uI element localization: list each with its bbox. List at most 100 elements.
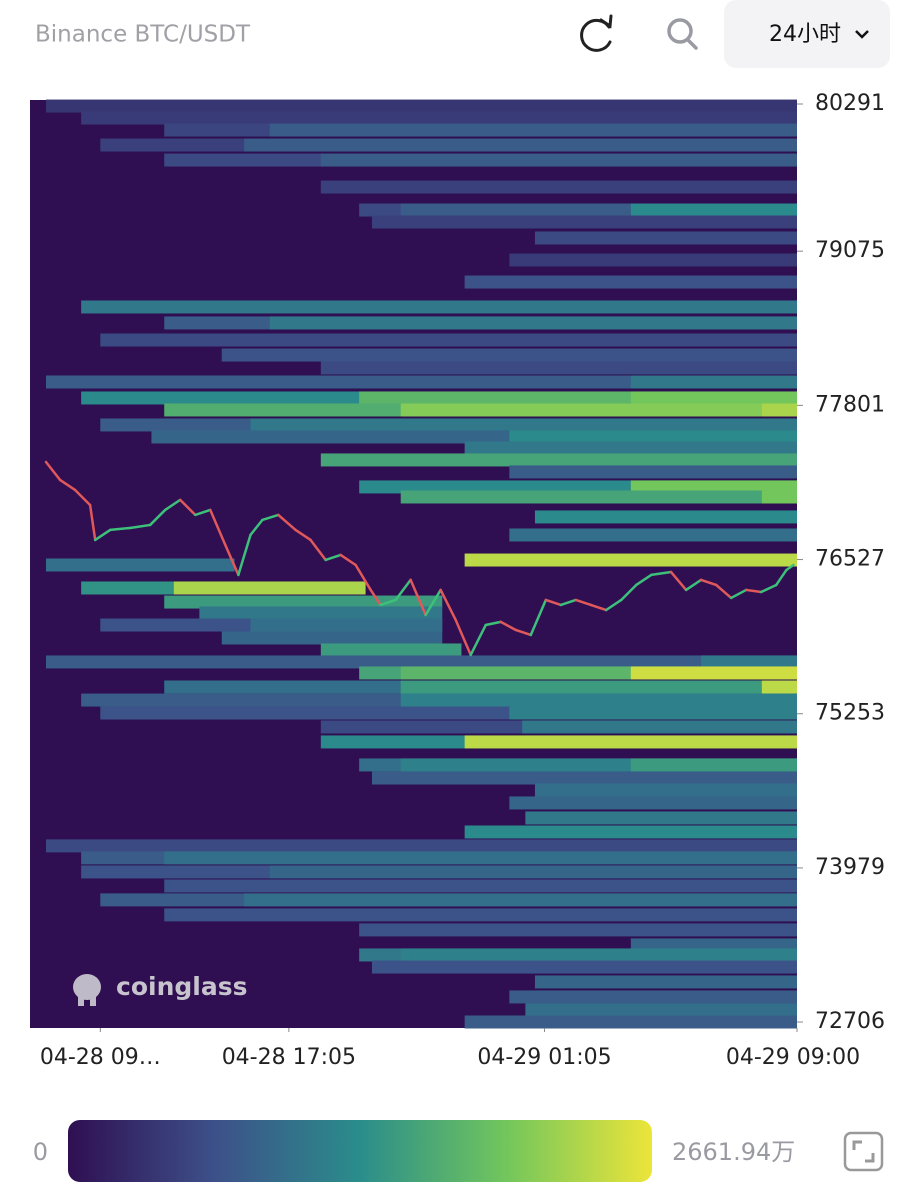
y-tick-label: 76527 xyxy=(815,547,885,572)
liquidation-band xyxy=(630,375,797,389)
search-button[interactable] xyxy=(667,18,698,50)
liquidation-band xyxy=(525,811,797,825)
liquidation-band xyxy=(359,923,797,937)
x-tick-label: 04-28 17:05 xyxy=(222,1045,356,1070)
search-handle xyxy=(686,38,698,50)
price-segment xyxy=(469,623,487,657)
heatmap xyxy=(45,99,798,1029)
colorbar xyxy=(68,1120,652,1182)
timeframe-dropdown[interactable]: 24小时 xyxy=(724,0,890,68)
price-line xyxy=(44,460,795,657)
liquidation-band xyxy=(525,1003,797,1017)
liquidation-band xyxy=(250,618,443,632)
search-icon xyxy=(667,18,693,44)
refresh-button[interactable] xyxy=(580,14,613,52)
liquidation-band xyxy=(164,595,443,609)
axes: 80291 79075 77801 76527 75253 73979 72706 04-28… xyxy=(40,91,885,1070)
liquidation-band xyxy=(509,990,797,1004)
colorbar-label: 2661.94万 xyxy=(672,1138,795,1166)
price-segment xyxy=(148,508,167,527)
liquidation-band xyxy=(464,275,797,289)
price-segment xyxy=(785,563,795,572)
watermark-logo xyxy=(73,974,101,1000)
liquidation-band xyxy=(269,316,797,330)
price-segment xyxy=(324,553,342,562)
liquidation-band xyxy=(400,948,797,962)
liquidation-band xyxy=(534,231,797,245)
liquidation-band xyxy=(464,735,797,749)
liquidation-band xyxy=(320,453,797,467)
price-segment xyxy=(744,588,763,594)
price-segment xyxy=(484,620,502,627)
liquidation-band xyxy=(534,975,797,989)
price-segment xyxy=(128,523,152,530)
fullscreen-frame xyxy=(843,1131,884,1172)
x-tick-label: 04-29 09:00 xyxy=(726,1045,860,1070)
liquidation-band xyxy=(534,510,797,524)
y-tick-label: 79075 xyxy=(815,238,885,263)
page-title: Binance BTC/USDT xyxy=(35,22,251,48)
watermark-text: coinglass xyxy=(116,972,247,1001)
price-segment xyxy=(88,503,97,542)
liquidation-band xyxy=(509,253,797,267)
price-segment xyxy=(650,570,673,577)
liquidation-band xyxy=(45,558,235,572)
liquidation-band xyxy=(45,99,797,113)
liquidation-band xyxy=(320,643,462,657)
liquidation-band xyxy=(81,300,798,314)
liquidation-band xyxy=(320,180,797,194)
price-segment xyxy=(714,583,733,600)
liquidation-band xyxy=(81,111,798,125)
liquidation-band xyxy=(630,391,797,405)
price-segment xyxy=(249,518,264,537)
price-segment xyxy=(379,598,397,607)
price-segment xyxy=(634,573,653,587)
price-segment xyxy=(684,578,703,592)
price-segment xyxy=(261,513,280,522)
liquidation-band xyxy=(400,680,797,694)
liquidation-band xyxy=(320,361,797,375)
liquidation-band xyxy=(400,490,797,504)
price-segment xyxy=(454,618,472,657)
liquidation-band xyxy=(371,215,797,229)
price-segment xyxy=(699,578,718,587)
fullscreen-button[interactable] xyxy=(843,1131,884,1172)
liquidation-band xyxy=(761,403,797,417)
price-segment xyxy=(499,620,518,632)
liquidation-band xyxy=(221,348,797,362)
liquidation-band xyxy=(269,123,797,137)
y-tick-label: 73979 xyxy=(815,855,885,880)
liquidation-band xyxy=(244,138,797,152)
colorbar-labels: 0 2661.94万 xyxy=(33,1138,796,1166)
liquidation-band xyxy=(45,655,797,669)
liquidation-band xyxy=(269,865,797,879)
liquidation-band xyxy=(534,783,797,797)
price-segment xyxy=(424,588,442,617)
y-tick-label: 80291 xyxy=(815,91,885,116)
dropdown-background xyxy=(724,0,890,68)
price-segment xyxy=(93,528,112,542)
liquidation-band xyxy=(400,693,797,707)
liquidation-band xyxy=(509,465,797,479)
price-segment xyxy=(277,513,297,532)
price-segment xyxy=(439,588,457,622)
liquidation-band xyxy=(761,490,797,504)
y-tick-label: 72706 xyxy=(815,1009,885,1034)
x-tick-label: 04-28 09… xyxy=(40,1045,161,1070)
price-segment xyxy=(544,598,563,607)
liquidation-band xyxy=(464,1015,797,1029)
price-segment xyxy=(237,533,252,577)
price-segment xyxy=(193,508,212,517)
liquidation-band xyxy=(164,908,798,922)
liquidation-band xyxy=(164,879,798,893)
liquidation-band xyxy=(221,631,443,645)
price-segment xyxy=(409,578,427,617)
price-segment xyxy=(208,508,227,547)
liquidation-band xyxy=(630,758,797,772)
liquidation-band xyxy=(464,441,797,455)
liquidation-band xyxy=(371,771,797,785)
liquidation-band xyxy=(509,706,797,720)
liquidation-band xyxy=(400,403,797,417)
price-segment xyxy=(178,498,197,517)
